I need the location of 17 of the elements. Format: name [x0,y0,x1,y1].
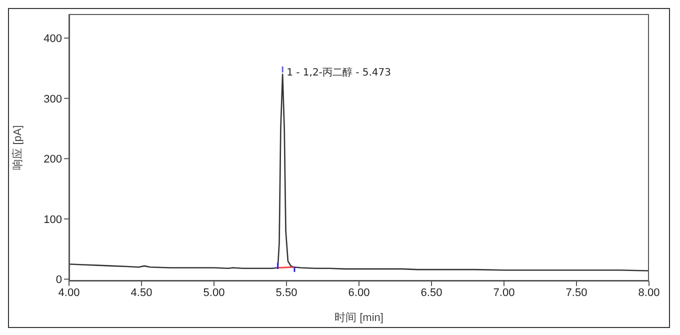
y-axis-title: 响应 [pA] [10,125,24,170]
x-tick-label: 6.50 [420,286,442,299]
x-tick-label: 4.50 [130,286,152,299]
y-tick-label: 100 [44,214,62,226]
x-axis-title: 时间 [min] [334,311,384,324]
x-tick-label: 8.00 [638,286,660,299]
y-tick-label: 200 [44,154,62,166]
x-tick-label: 7.50 [566,286,588,299]
annotation: 1 - 1,2-丙二醇 - 5.473 [286,66,392,78]
x-tick-label: 7.00 [493,286,515,299]
x-tick-label: 5.00 [203,286,225,299]
x-tick-label: 4.00 [58,286,80,299]
y-tick-label: 400 [44,33,62,46]
y-tick-label: 0 [56,274,62,286]
x-tick-label: 5.50 [276,286,298,299]
x-tick-label: 6.00 [348,286,370,299]
y-tick-label: 300 [44,93,62,106]
